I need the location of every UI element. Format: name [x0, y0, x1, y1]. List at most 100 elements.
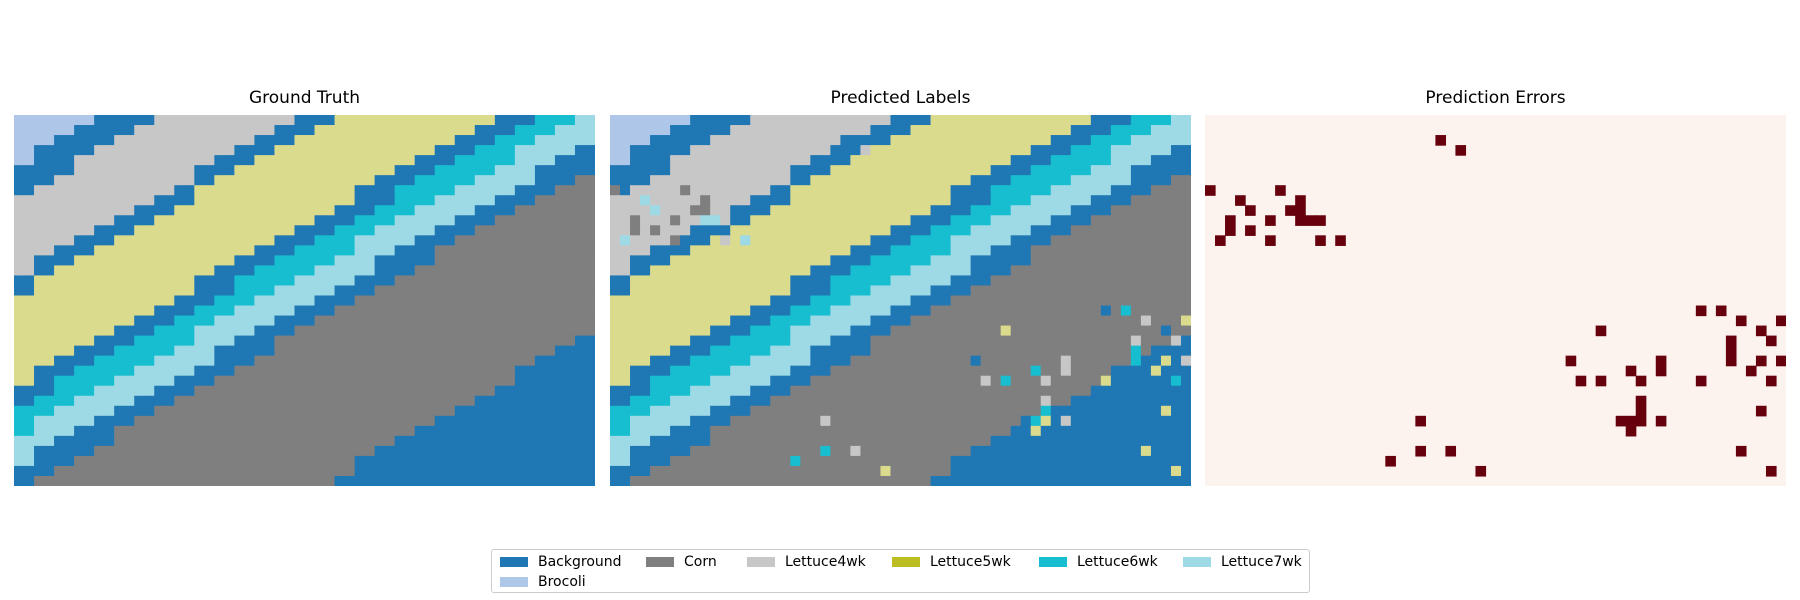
- ground-truth-cell: [304, 365, 316, 377]
- predicted-cell: [1060, 195, 1072, 206]
- ground-truth-cell: [394, 435, 406, 447]
- predicted-cell: [970, 265, 982, 277]
- predicted-cell: [900, 145, 912, 156]
- predicted-cell: [800, 285, 811, 297]
- ground-truth-cell: [234, 125, 245, 136]
- predicted-cell: [1070, 135, 1082, 146]
- predicted-cell: [930, 425, 942, 437]
- predicted-cell: [990, 155, 1002, 166]
- ground-truth-cell: [324, 435, 336, 447]
- predicted-cell: [940, 205, 952, 216]
- predicted-cell: [820, 245, 831, 256]
- ground-truth-cell: [484, 215, 496, 226]
- predicted-cell: [920, 335, 932, 347]
- ground-truth-cell: [234, 465, 245, 477]
- predicted-cell: [840, 355, 852, 367]
- ground-truth-cell: [364, 145, 376, 156]
- legend-label: Lettuce7wk: [1221, 554, 1302, 570]
- ground-truth-cell: [314, 245, 326, 256]
- predicted-cell: [640, 405, 651, 417]
- ground-truth-cell: [484, 335, 496, 347]
- predicted-cell: [940, 275, 952, 287]
- ground-truth-cell: [404, 225, 416, 236]
- predicted-labels-heatmap: [610, 115, 1191, 486]
- ground-truth-cell: [454, 315, 466, 327]
- ground-truth-cell: [14, 295, 25, 307]
- predicted-cell: [1090, 255, 1102, 267]
- predicted-cell: [1070, 285, 1082, 297]
- ground-truth-cell: [114, 235, 125, 246]
- ground-truth-cell: [234, 195, 245, 206]
- predicted-cell: [1020, 195, 1032, 206]
- predicted-cell: [930, 395, 942, 407]
- ground-truth-cell: [74, 145, 85, 156]
- predicted-cell: [640, 355, 651, 367]
- predicted-cell: [770, 225, 781, 236]
- predicted-cell: [1050, 185, 1062, 196]
- predicted-cell: [960, 185, 972, 196]
- predicted-cell: [810, 275, 821, 287]
- predicted-cell: [670, 365, 681, 377]
- predicted-cell: [680, 195, 691, 206]
- predicted-cell: [910, 245, 922, 256]
- predicted-cell: [670, 305, 681, 317]
- ground-truth-cell: [124, 325, 135, 337]
- predicted-cell: [1130, 355, 1142, 367]
- predicted-cell: [870, 375, 882, 387]
- predicted-cell: [940, 405, 952, 417]
- ground-truth-cell: [264, 155, 276, 166]
- ground-truth-cell: [414, 235, 426, 246]
- ground-truth-cell: [94, 175, 105, 186]
- ground-truth-cell: [214, 125, 225, 136]
- predicted-cell: [1020, 475, 1032, 486]
- predicted-cell: [850, 135, 862, 146]
- ground-truth-cell: [14, 465, 25, 477]
- predicted-cell: [870, 235, 882, 246]
- predicted-cell: [1070, 425, 1082, 437]
- predicted-cell: [870, 145, 882, 156]
- predicted-cell: [920, 375, 932, 387]
- predicted-cell: [910, 185, 922, 196]
- predicted-cell: [800, 195, 811, 206]
- ground-truth-cell: [544, 165, 556, 176]
- ground-truth-cell: [444, 145, 456, 156]
- ground-truth-cell: [354, 315, 366, 327]
- ground-truth-cell: [494, 455, 506, 467]
- predicted-cell: [730, 255, 741, 267]
- ground-truth-cell: [204, 415, 215, 427]
- ground-truth-cell: [574, 335, 586, 347]
- ground-truth-cell: [244, 125, 256, 136]
- ground-truth-cell: [384, 225, 396, 236]
- predicted-cell: [710, 295, 721, 307]
- predicted-cell: [1140, 325, 1152, 337]
- ground-truth-cell: [194, 445, 205, 457]
- ground-truth-cell: [114, 335, 125, 347]
- predicted-cell: [690, 375, 701, 387]
- predicted-cell: [1050, 205, 1062, 216]
- ground-truth-cell: [224, 205, 235, 216]
- predicted-cell: [1090, 445, 1102, 457]
- ground-truth-cell: [484, 415, 496, 427]
- predicted-cell: [1040, 175, 1052, 186]
- ground-truth-cell: [544, 325, 556, 337]
- predicted-cell: [660, 425, 671, 437]
- ground-truth-cell: [294, 285, 306, 297]
- predicted-cell: [650, 295, 661, 307]
- predicted-cell: [960, 315, 972, 327]
- predicted-cell: [780, 165, 791, 176]
- ground-truth-cell: [344, 295, 356, 307]
- predicted-cell: [1030, 335, 1042, 347]
- predicted-cell: [1170, 205, 1182, 216]
- predicted-cell: [1110, 355, 1122, 367]
- predicted-cell: [620, 235, 631, 246]
- ground-truth-cell: [24, 255, 35, 267]
- predicted-cell: [1070, 305, 1082, 317]
- ground-truth-cell: [84, 365, 95, 377]
- ground-truth-cell: [104, 205, 115, 216]
- ground-truth-cell: [324, 255, 336, 267]
- predicted-cell: [640, 425, 651, 437]
- ground-truth-cell: [134, 365, 145, 377]
- ground-truth-cell: [464, 445, 476, 457]
- predicted-cell: [740, 395, 751, 407]
- predicted-cell: [840, 385, 852, 397]
